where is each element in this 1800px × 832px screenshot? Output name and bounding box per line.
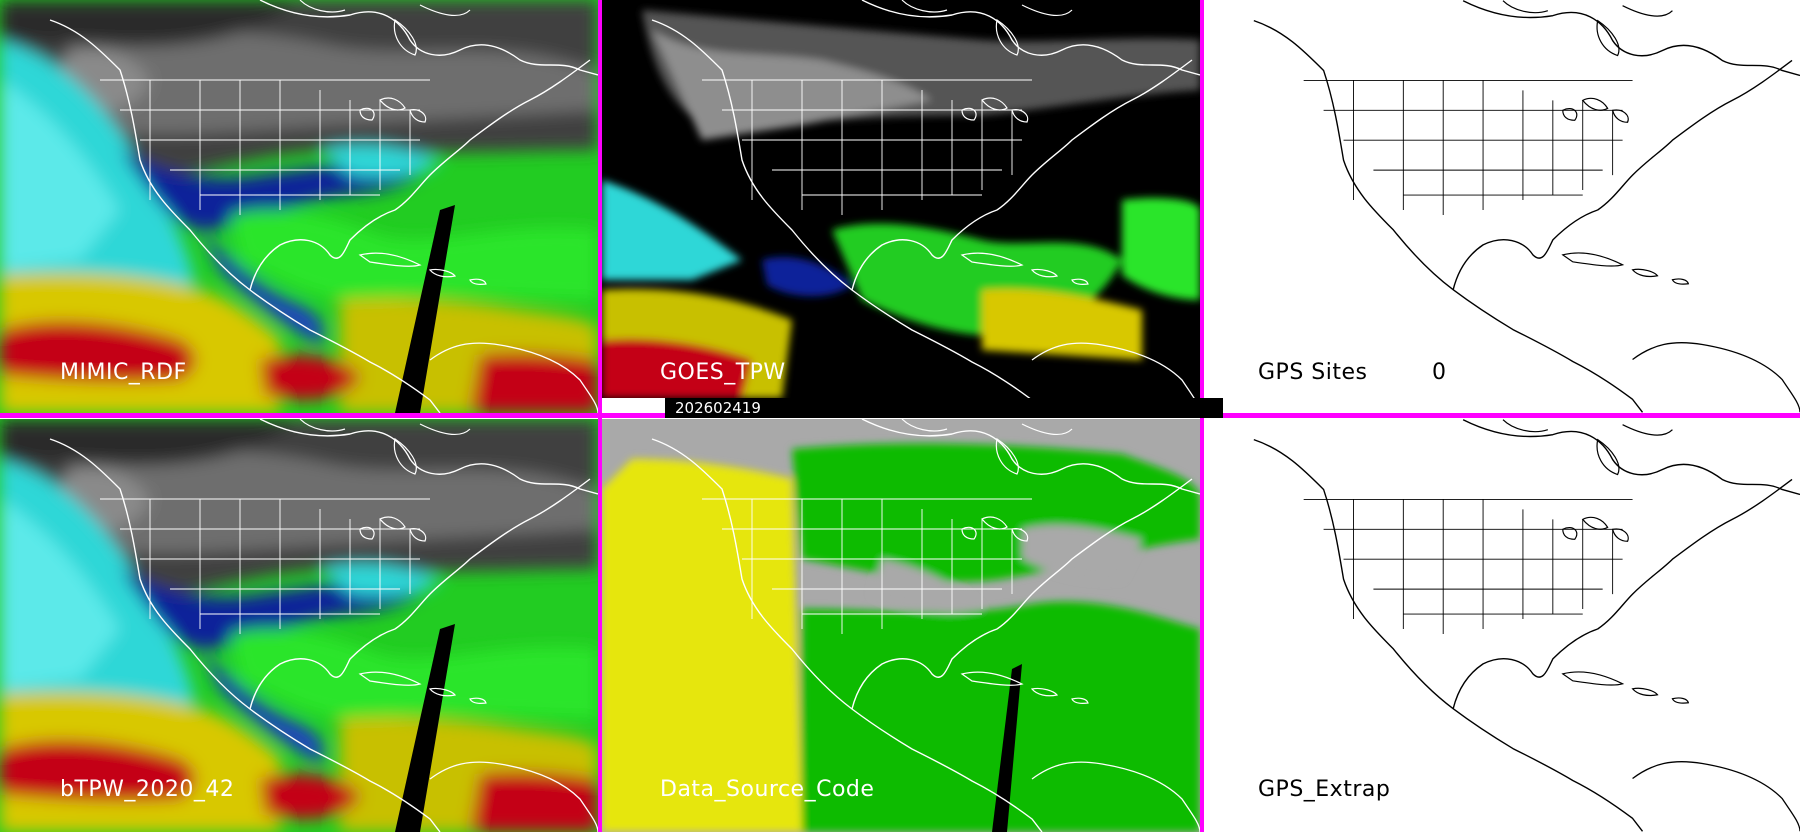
panel-label: GPS Sites	[1258, 360, 1368, 385]
panel-data-source-code: Data_Source_Code	[602, 419, 1200, 832]
gps-site-count: 0	[1432, 360, 1447, 385]
timestamp: 202602419	[675, 399, 761, 417]
panel-label: bTPW_2020_42	[60, 777, 235, 802]
btpw-map	[0, 419, 598, 832]
data-source-map	[602, 419, 1200, 832]
gps-sites-map	[1204, 0, 1800, 413]
goes-tpw-map	[602, 0, 1200, 398]
panel-label: Data_Source_Code	[660, 777, 875, 802]
panel-gps-sites: GPS Sites 0	[1204, 0, 1800, 413]
panel-label: GOES_TPW	[660, 360, 786, 385]
gps-extrap-map	[1204, 419, 1800, 832]
panel-mimic-rdf: MIMIC_RDF	[0, 0, 598, 413]
panel-goes-tpw: GOES_TPW	[602, 0, 1200, 398]
panel-label: GPS_Extrap	[1258, 777, 1391, 802]
timestamp-bar: 202602419	[665, 398, 1223, 418]
panel-gps-extrap: GPS_Extrap	[1204, 419, 1800, 832]
panel-btpw: bTPW_2020_42	[0, 419, 598, 832]
panel-label: MIMIC_RDF	[60, 360, 187, 385]
mimic-rdf-map	[0, 0, 598, 413]
